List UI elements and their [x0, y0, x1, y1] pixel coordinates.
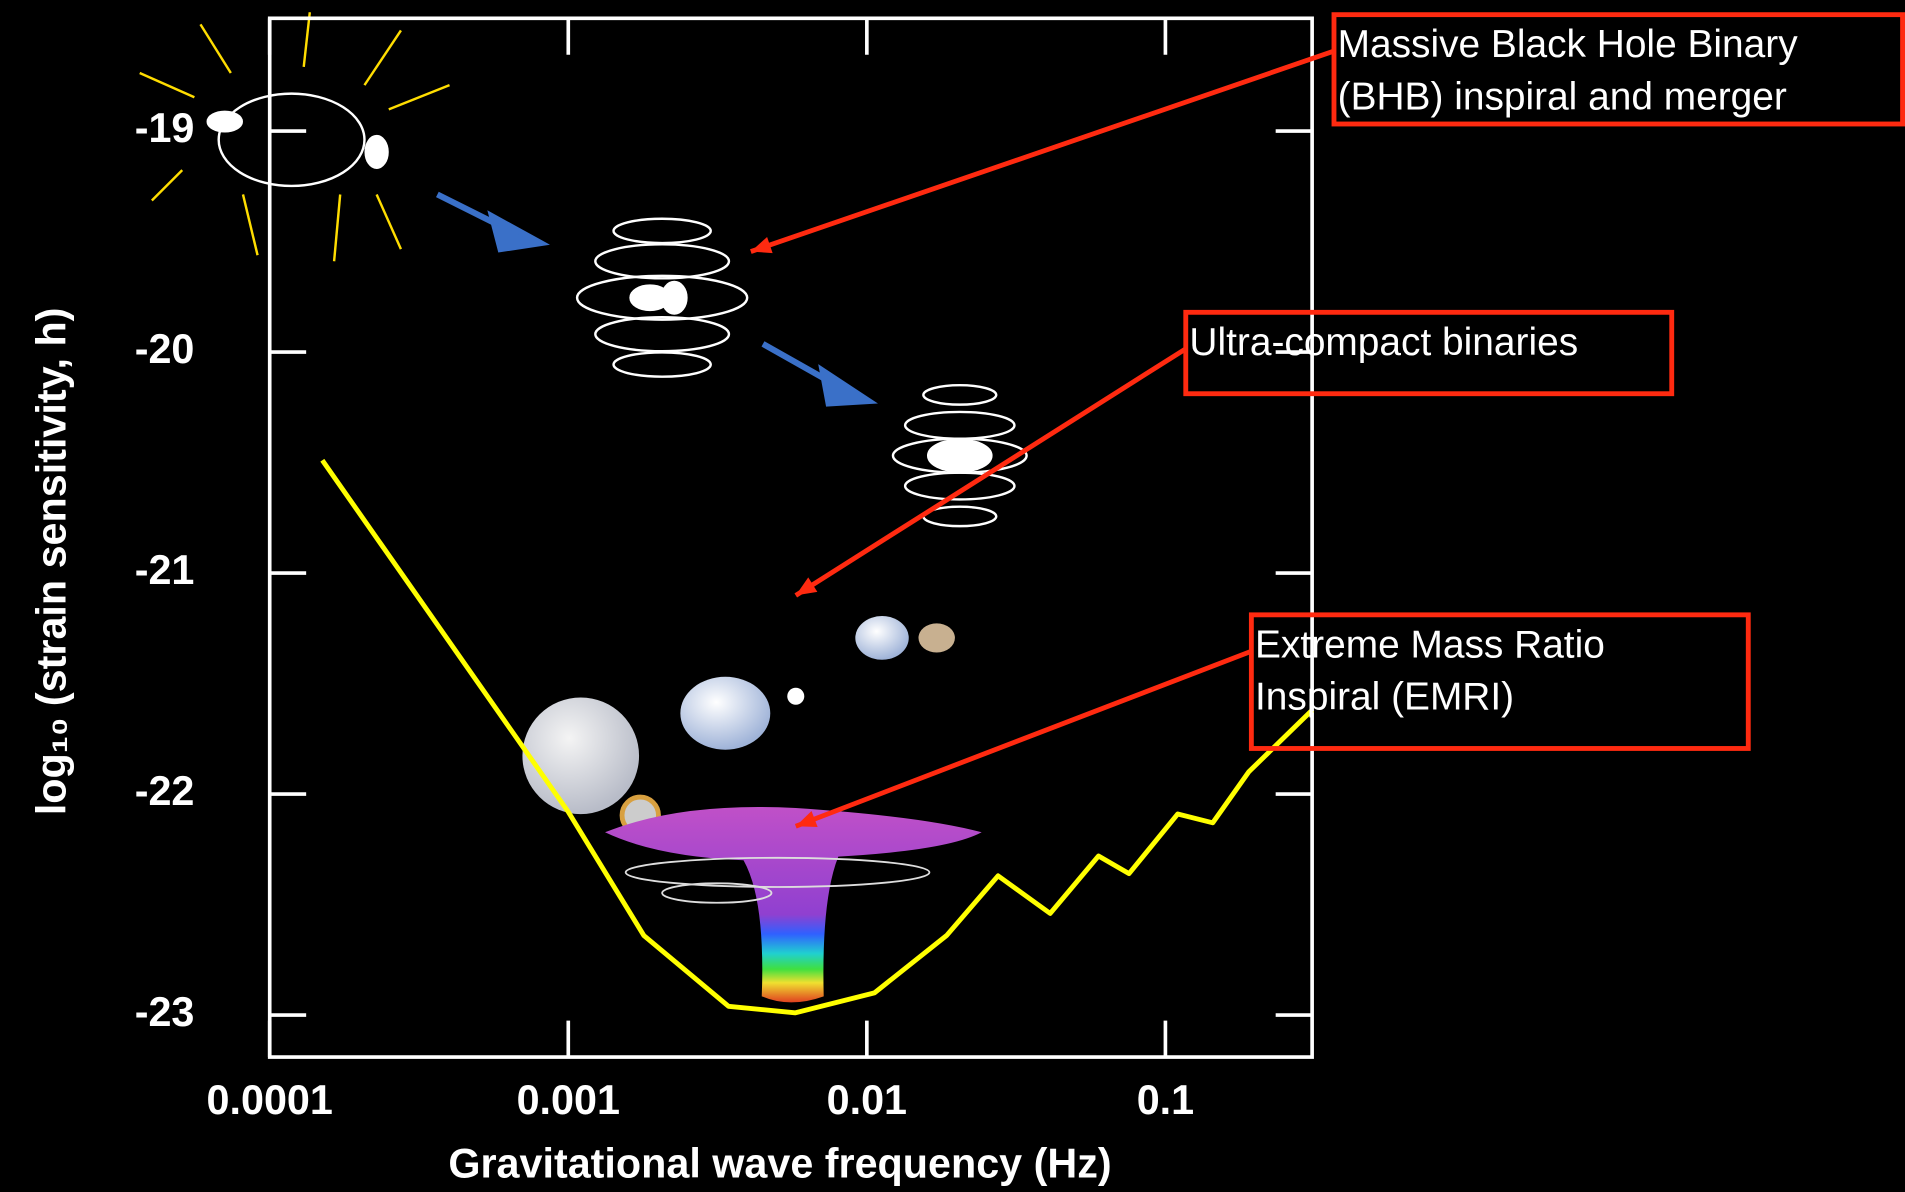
annotation-text: Extreme Mass Ratio: [1255, 623, 1605, 666]
y-axis-label: log₁₀ (strain sensitivity, h): [29, 308, 75, 816]
annotation-text: Inspiral (EMRI): [1255, 676, 1514, 719]
y-tick-label: -20: [135, 326, 195, 372]
x-tick-label: 0.001: [517, 1077, 620, 1123]
y-tick-label: -23: [135, 989, 195, 1035]
chart: Gravitational wave frequency (Hz) log₁₀ …: [0, 0, 1905, 1192]
y-tick-label: -22: [135, 768, 195, 814]
annotation-text: Massive Black Hole Binary: [1338, 23, 1799, 66]
y-tick-label: -19: [135, 105, 195, 151]
annotation-text: Ultra-compact binaries: [1189, 321, 1578, 364]
y-tick-label: -21: [135, 547, 195, 593]
x-tick-label: 0.0001: [207, 1077, 333, 1123]
x-tick-label: 0.1: [1137, 1077, 1194, 1123]
annotation-text: (BHB) inspiral and merger: [1338, 75, 1787, 118]
x-tick-label: 0.01: [827, 1077, 907, 1123]
page: {"chart_data": {"type": "line", "xlabel"…: [0, 0, 1905, 1192]
x-axis-label: Gravitational wave frequency (Hz): [448, 1140, 1111, 1186]
background: [0, 0, 1905, 1192]
